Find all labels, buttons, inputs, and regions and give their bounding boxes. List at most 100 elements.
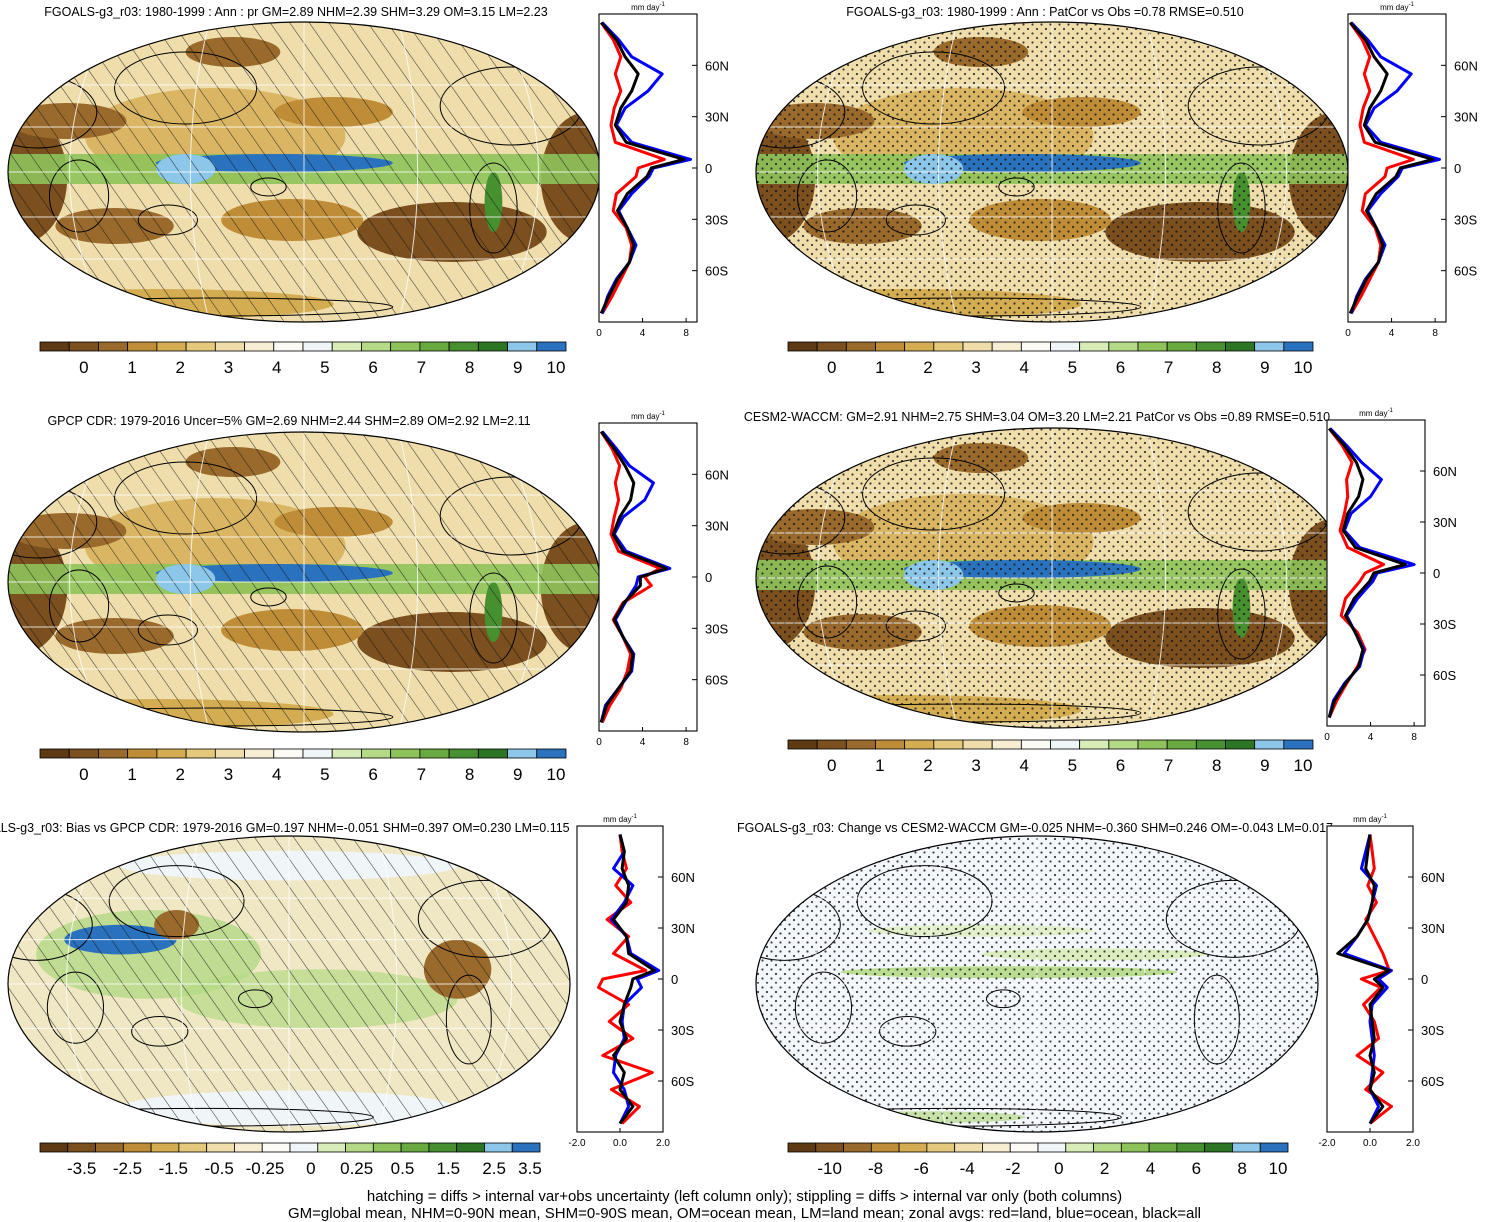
- zonal-x-tick-label: 8: [1432, 328, 1438, 339]
- colorbar-tick-label: 2: [923, 756, 932, 775]
- zonal-x-tick-label: 2.0: [656, 1138, 670, 1149]
- colorbar-tick-label: 5: [320, 358, 329, 377]
- colorbar-tick-label: 10: [547, 358, 566, 377]
- zonal-x-tick-label: 0: [1324, 732, 1330, 743]
- zonal-series-all: [1336, 834, 1391, 1125]
- zonal-x-tick-label: -2.0: [568, 1138, 586, 1149]
- colorbar-tick-label: 9: [1260, 358, 1269, 377]
- latitude-tick-label: 60N: [1454, 58, 1478, 73]
- panel-title: CESM2-WACCM: GM=2.91 NHM=2.75 SHM=3.04 O…: [744, 410, 1330, 424]
- footer-line-1: hatching = diffs > internal var+obs unce…: [366, 1188, 1123, 1205]
- map-field: [756, 428, 1348, 728]
- zonal-x-tick-label: 0.0: [1363, 1138, 1377, 1149]
- zonal-x-tick-label: 4: [1368, 732, 1374, 743]
- latitude-tick-label: 0: [671, 972, 678, 987]
- latitude-tick-label: 60S: [671, 1074, 694, 1089]
- zonal-series-all: [599, 430, 668, 723]
- colorbar-tick-label: 0.5: [391, 1159, 415, 1178]
- colorbar-tick-label: 2: [176, 358, 185, 377]
- colorbar: 0 1 2 3 4 5 6 7 8 9 10: [39, 341, 567, 377]
- colorbar-tick-label: 10: [1269, 1159, 1288, 1178]
- latitude-tick-label: 30N: [1421, 921, 1445, 936]
- zonal-x-tick-label: 0: [1345, 328, 1351, 339]
- latitude-tick-label: 60S: [705, 673, 728, 688]
- colorbar-tick-label: 0: [79, 358, 88, 377]
- colorbar-tick-label: -10: [817, 1159, 842, 1178]
- colorbar-tick-label: -0.25: [246, 1159, 285, 1178]
- colorbar-tick-label: 9: [513, 358, 522, 377]
- colorbar-tick-label: 2.5: [482, 1159, 506, 1178]
- colorbar-tick-label: 7: [417, 765, 426, 784]
- colorbar-tick-label: 0: [306, 1159, 315, 1178]
- colorbar-tick-label: 4: [272, 358, 281, 377]
- latitude-tick-label: 0: [1421, 972, 1428, 987]
- zonal-series-all: [612, 834, 656, 1125]
- panel-2: FGOALS-g3_r03: 1980-1999 : Ann : PatCor …: [755, 2, 1478, 377]
- map-border: [755, 835, 1319, 1133]
- zonal-average-plot: mm day-1 60N 30N 0 30S 60S -2.0 0.0 2.0: [1318, 814, 1444, 1149]
- zonal-series-all: [1348, 21, 1435, 315]
- colorbar: -10 -8 -6 -4 -2 0 2 4 6 8 10: [787, 1142, 1289, 1178]
- map-field: [8, 836, 570, 1132]
- colorbar-tick-label: 1.5: [437, 1159, 461, 1178]
- colorbar-tick-label: 1: [127, 765, 136, 784]
- colorbar-tick-label: 6: [1116, 358, 1125, 377]
- latitude-tick-label: 30S: [705, 212, 728, 227]
- colorbar-tick-label: 9: [513, 765, 522, 784]
- colorbar-tick-label: -8: [868, 1159, 883, 1178]
- latitude-tick-label: 30N: [1433, 515, 1457, 530]
- colorbar-tick-label: 8: [465, 765, 474, 784]
- latitude-tick-label: 60S: [1454, 264, 1477, 279]
- map-field: [756, 836, 1318, 1132]
- zonal-x-tick-label: 8: [683, 328, 689, 339]
- colorbar-tick-label: -0.5: [205, 1159, 234, 1178]
- zonal-series-all: [599, 21, 686, 315]
- panel-title: GPCP CDR: 1979-2016 Uncer=5% GM=2.69 NHM…: [47, 414, 530, 428]
- latitude-tick-label: 0: [705, 570, 712, 585]
- colorbar-tick-label: 6: [1192, 1159, 1201, 1178]
- colorbar-tick-label: 3: [224, 765, 233, 784]
- colorbar: 0 1 2 3 4 5 6 7 8 9 10: [787, 341, 1314, 377]
- zonal-unit-label: mm day-1: [1359, 408, 1393, 418]
- zonal-unit-label: mm day-1: [1380, 2, 1414, 12]
- colorbar-tick-label: -2.5: [113, 1159, 142, 1178]
- zonal-x-tick-label: 8: [683, 737, 689, 748]
- colorbar-tick-label: 4: [1146, 1159, 1155, 1178]
- colorbar-tick-label: 0.25: [340, 1159, 373, 1178]
- panel-3: GPCP CDR: 1979-2016 Uncer=5% GM=2.69 NHM…: [7, 411, 729, 784]
- colorbar-tick-label: 7: [1164, 358, 1173, 377]
- colorbar-tick-label: -4: [960, 1159, 975, 1178]
- zonal-x-tick-label: 8: [1411, 732, 1417, 743]
- colorbar-tick-label: 6: [368, 765, 377, 784]
- colorbar: 0 1 2 3 4 5 6 7 8 9 10: [787, 739, 1314, 775]
- colorbar-tick-label: 1: [127, 358, 136, 377]
- latitude-tick-label: 0: [1433, 566, 1440, 581]
- colorbar-tick-label: 2: [176, 765, 185, 784]
- colorbar-tick-label: 1: [875, 358, 884, 377]
- latitude-tick-label: 0: [705, 161, 712, 176]
- colorbar-tick-label: 3: [224, 358, 233, 377]
- panel-6: FGOALS-g3_r03: Change vs CESM2-WACCM GM=…: [737, 814, 1445, 1178]
- zonal-x-tick-label: 0: [596, 328, 602, 339]
- zonal-x-tick-label: 4: [640, 737, 646, 748]
- panel-1: FGOALS-g3_r03: 1980-1999 : Ann : pr GM=2…: [7, 2, 729, 377]
- latitude-tick-label: 30N: [705, 110, 729, 125]
- colorbar-tick-label: 3: [971, 358, 980, 377]
- colorbar-tick-label: 3.5: [518, 1159, 542, 1178]
- panel-title: FGOALS-g3_r03: Change vs CESM2-WACCM GM=…: [737, 821, 1333, 835]
- latitude-tick-label: 30S: [1454, 212, 1477, 227]
- zonal-series-ocean: [1342, 834, 1393, 1125]
- latitude-tick-label: 60S: [1433, 668, 1456, 683]
- colorbar-tick-label: 10: [1294, 756, 1313, 775]
- latitude-tick-label: 30N: [1454, 110, 1478, 125]
- zonal-series-land: [597, 834, 654, 1125]
- zonal-unit-label: mm day-1: [1353, 814, 1387, 824]
- latitude-tick-label: 0: [1454, 161, 1461, 176]
- colorbar-tick-label: -3.5: [67, 1159, 96, 1178]
- colorbar-tick-label: 4: [1020, 756, 1029, 775]
- colorbar-tick-label: 8: [465, 358, 474, 377]
- zonal-x-tick-label: -2.0: [1318, 1138, 1336, 1149]
- colorbar-tick-label: 5: [1068, 756, 1077, 775]
- colorbar-tick-label: 3: [971, 756, 980, 775]
- zonal-x-tick-label: 4: [1389, 328, 1395, 339]
